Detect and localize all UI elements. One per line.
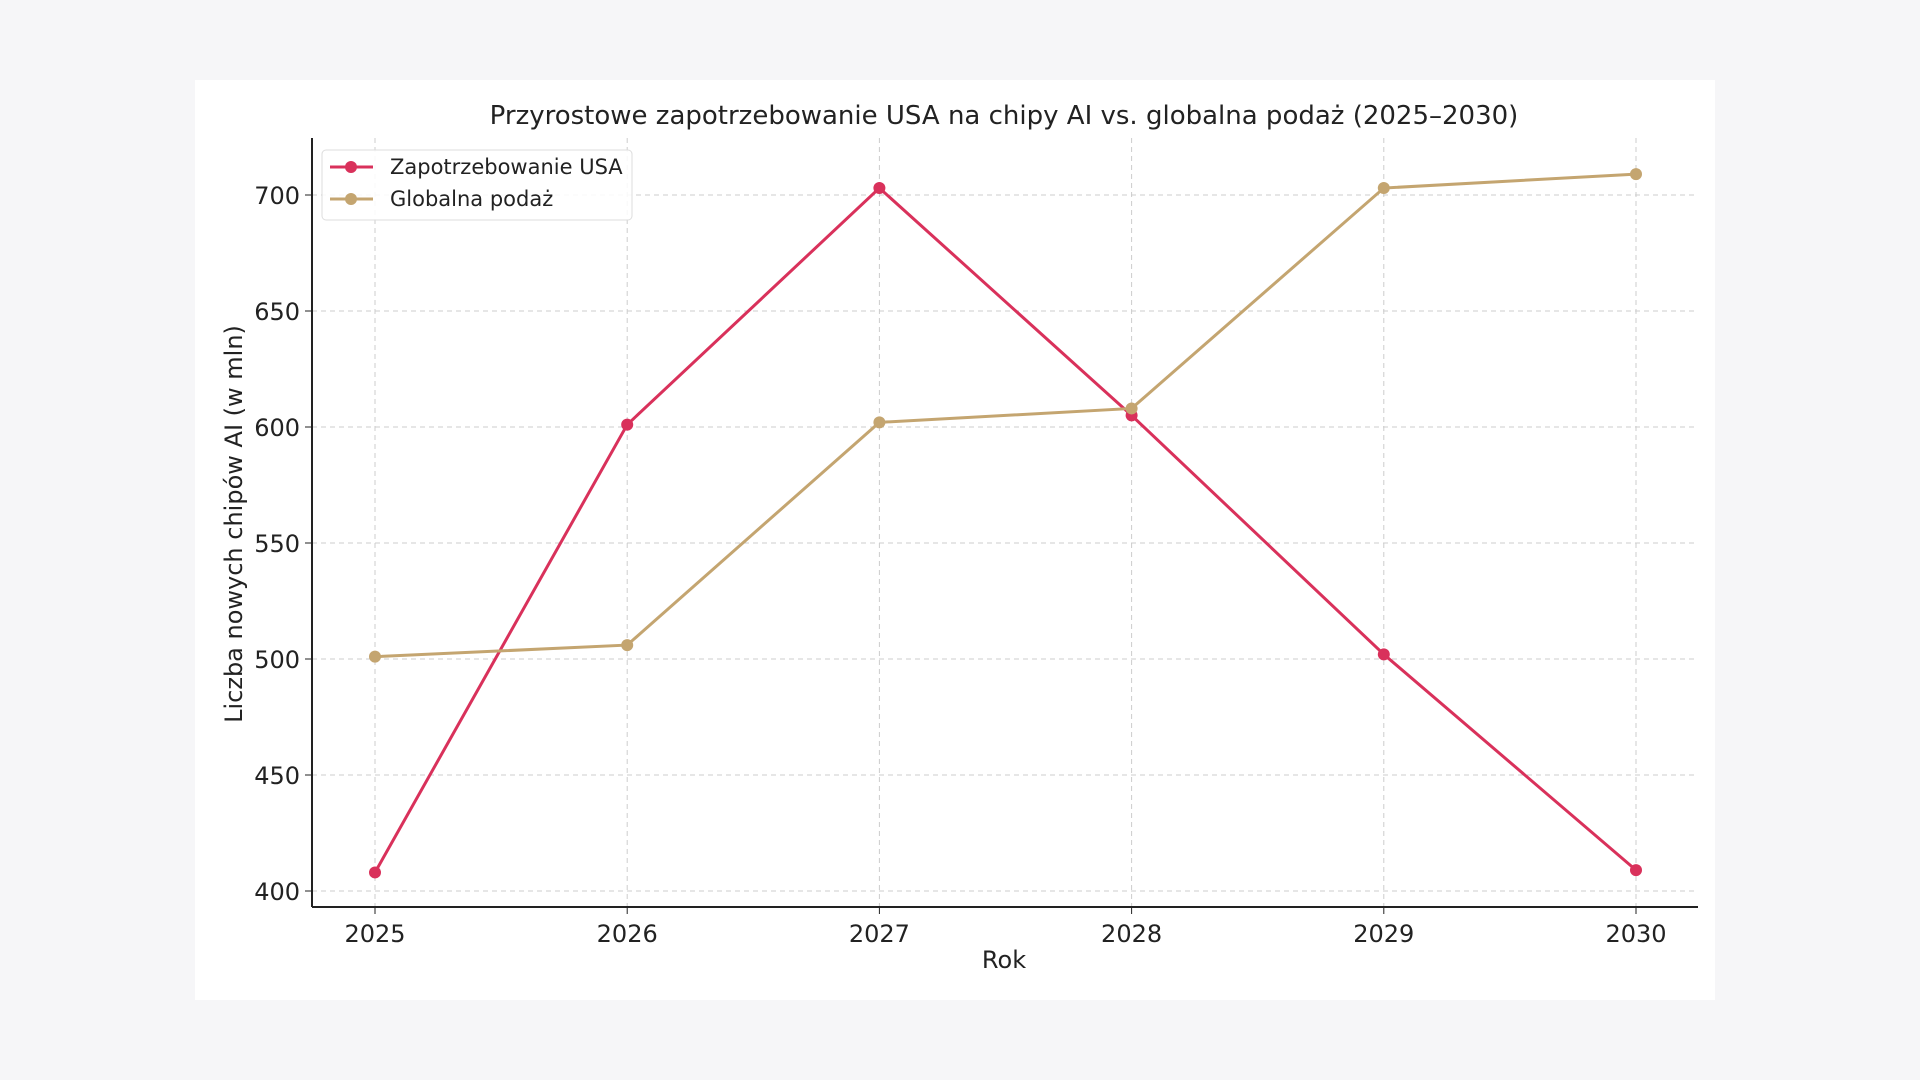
- y-tick-label: 550: [254, 530, 300, 558]
- y-tick-label: 500: [254, 646, 300, 674]
- x-axis-label: Rok: [982, 946, 1026, 974]
- data-point: [1125, 402, 1138, 415]
- data-point: [621, 639, 634, 652]
- x-tick-label: 2026: [597, 920, 658, 948]
- legend-label: Zapotrzebowanie USA: [390, 155, 623, 179]
- y-tick-label: 650: [254, 298, 300, 326]
- y-tick-label: 700: [254, 182, 300, 210]
- x-tick-label: 2028: [1101, 920, 1162, 948]
- data-point: [1630, 168, 1642, 181]
- legend-label: Globalna podaż: [390, 187, 553, 211]
- chart-card: [195, 80, 1715, 1000]
- legend: Zapotrzebowanie USA Globalna podaż: [321, 149, 633, 221]
- axes: [305, 138, 1698, 914]
- chart-title: Przyrostowe zapotrzebowanie USA na chipy…: [490, 101, 1519, 131]
- data-point: [1377, 182, 1390, 195]
- x-tick-label: 2027: [849, 920, 910, 948]
- legend-marker: [345, 193, 357, 205]
- data-point: [369, 866, 381, 879]
- series-line-0: [373, 186, 1637, 874]
- y-tick-label: 450: [254, 762, 300, 790]
- grid: [312, 138, 1698, 907]
- tick-labels: 2025 2026 2027 2028 2029 2030 400 450 500 550 600 6…: [254, 182, 1666, 948]
- y-axis-label: Liczba nowych chipów AI (w mln): [220, 325, 248, 723]
- x-tick-label: 2030: [1605, 920, 1666, 948]
- data-point: [369, 650, 381, 663]
- y-tick-label: 600: [254, 414, 300, 442]
- data-point: [1377, 648, 1390, 661]
- x-tick-label: 2025: [344, 920, 405, 948]
- x-tick-label: 2029: [1353, 920, 1414, 948]
- data-point: [621, 418, 634, 431]
- data-point: [1630, 864, 1642, 877]
- legend-box: [321, 149, 633, 221]
- data-point: [873, 416, 886, 429]
- data-point: [873, 182, 886, 195]
- y-tick-label: 400: [254, 878, 300, 906]
- series-line-1: [374, 172, 1637, 659]
- legend-marker: [345, 161, 357, 173]
- series-group: [369, 168, 1642, 879]
